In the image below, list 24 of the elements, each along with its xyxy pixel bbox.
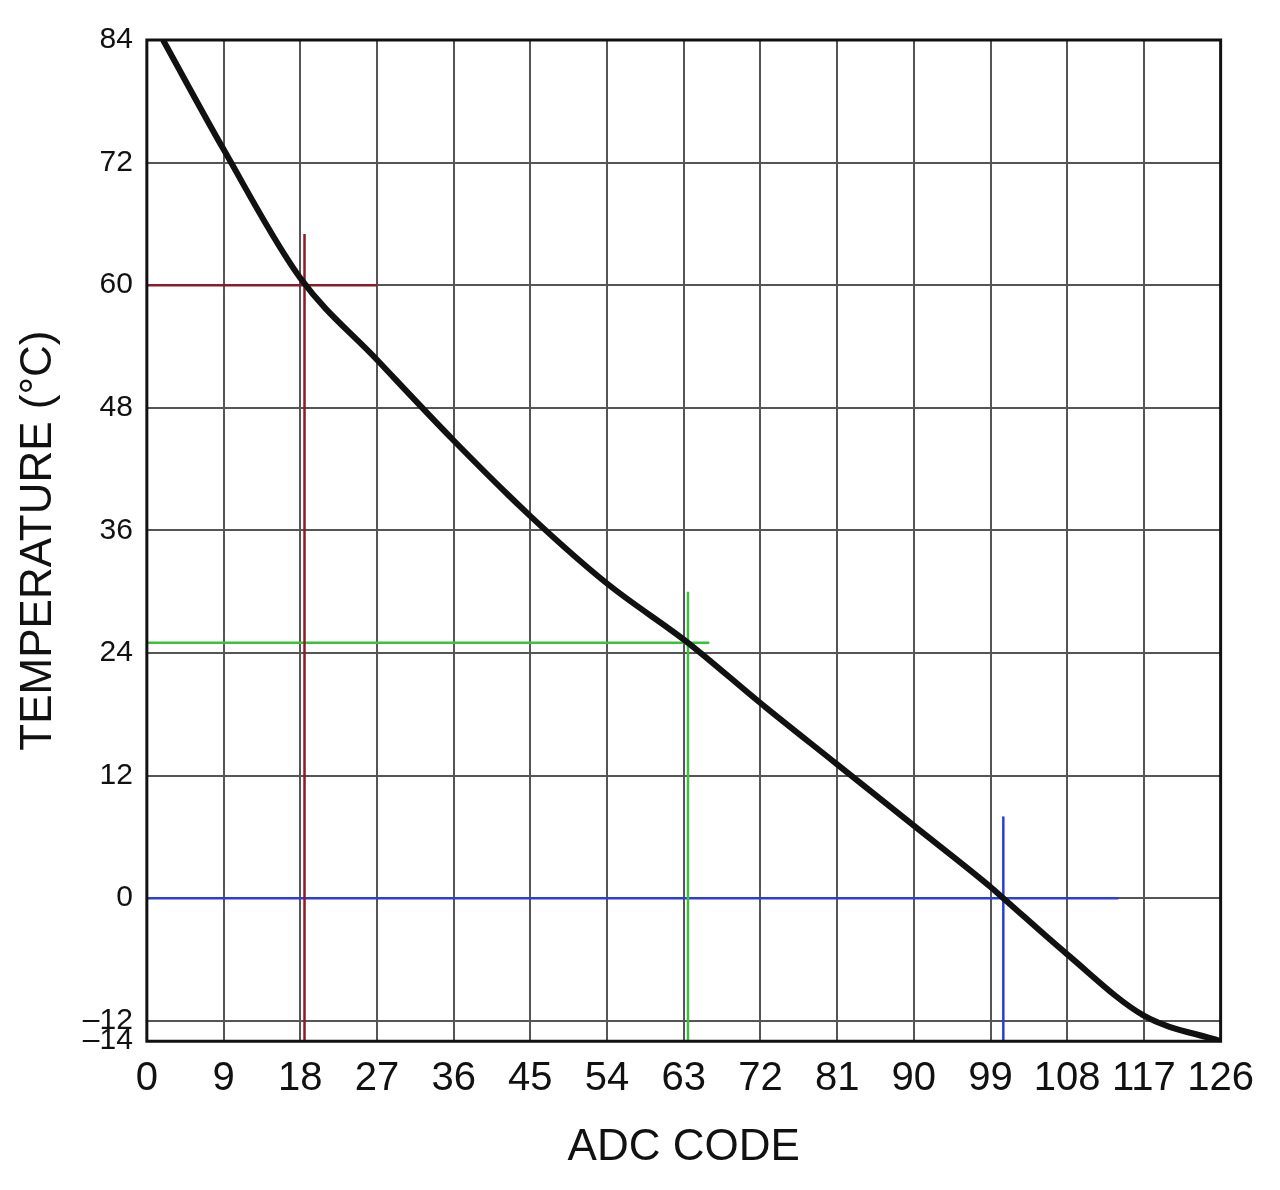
x-tick-label: 54: [584, 1054, 630, 1099]
x-tick-label: 81: [814, 1054, 860, 1099]
y-tick-label: 60: [99, 266, 133, 300]
y-tick-label: 72: [99, 143, 133, 177]
x-tick-label: 90: [891, 1054, 937, 1099]
y-tick-label: 84: [99, 21, 133, 55]
y-tick-label: 36: [99, 511, 133, 545]
x-tick-label: 72: [738, 1054, 783, 1099]
x-tick-label: 18: [278, 1054, 323, 1099]
x-tick-label: 99: [968, 1054, 1013, 1099]
x-tick-label: 126: [1187, 1054, 1255, 1099]
x-axis-title: ADC CODE: [567, 1119, 800, 1169]
y-tick-label: 12: [99, 756, 133, 790]
y-tick-label: 48: [99, 389, 133, 423]
x-tick-label: 63: [661, 1054, 706, 1099]
x-tick-label: 9: [212, 1054, 235, 1099]
x-tick-label: 45: [508, 1054, 553, 1099]
x-tick-label: 108: [1033, 1054, 1101, 1099]
y-tick-label: 0: [116, 879, 133, 913]
y-tick-label: 24: [99, 634, 133, 668]
x-tick-label: 36: [431, 1054, 476, 1099]
x-tick-label: 117: [1112, 1054, 1176, 1099]
y-axis-title: TEMPERATURE (°C): [10, 330, 60, 751]
x-tick-label: 27: [354, 1054, 400, 1099]
